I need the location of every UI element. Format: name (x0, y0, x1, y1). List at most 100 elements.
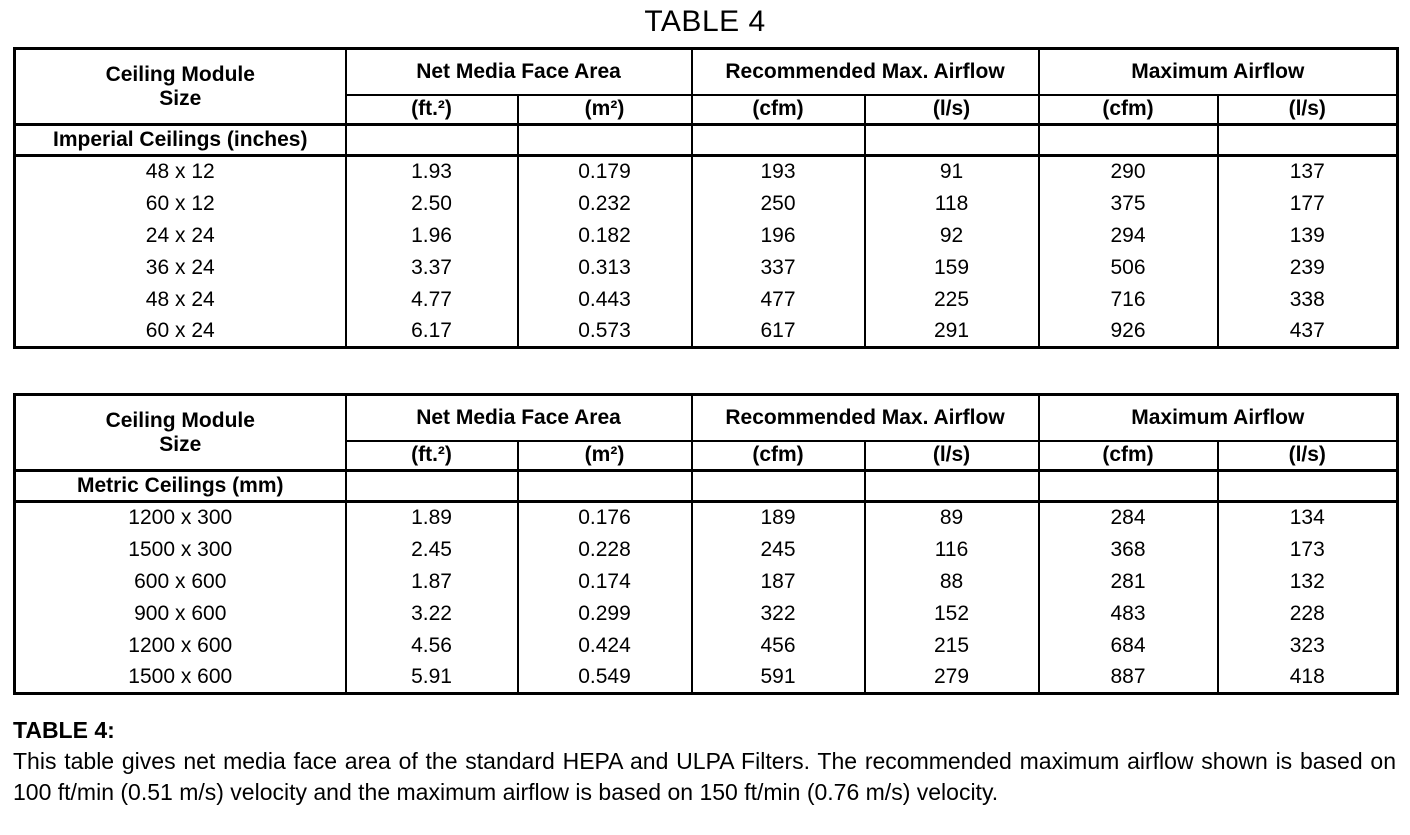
empty-cell (690, 470, 866, 503)
metric-table-header: Ceiling Module Size Net Media Face Area … (13, 394, 1399, 472)
value-cell: 91 (863, 155, 1040, 188)
table-row: 1200 x 600 4.56 0.424 456 215 684 323 (13, 629, 1399, 662)
value-cell: 337 (690, 251, 866, 284)
value-cell: 617 (690, 315, 866, 348)
value-cell: 418 (1216, 661, 1399, 694)
empty-cell (863, 470, 1040, 503)
value-cell: 926 (1037, 315, 1219, 348)
value-cell: 0.313 (516, 251, 693, 284)
value-cell: 323 (1216, 629, 1399, 662)
value-cell: 193 (690, 155, 866, 188)
header-ceiling-module-line2: Size (159, 86, 202, 110)
section-label: Metric Ceilings (mm) (13, 470, 347, 503)
unit-ls-recommended: (l/s) (863, 440, 1040, 472)
header-net-media-face-area: Net Media Face Area (344, 48, 693, 96)
header-ceiling-module-line2: Size (159, 432, 202, 456)
value-cell: 483 (1037, 597, 1219, 630)
value-cell: 368 (1037, 533, 1219, 566)
imperial-table-body: Imperial Ceilings (inches) 48 x 12 1.93 0.… (13, 124, 1399, 348)
table-row: 1500 x 600 5.91 0.549 591 279 887 418 (13, 661, 1399, 694)
table-row: 600 x 600 1.87 0.174 187 88 281 132 (13, 565, 1399, 598)
imperial-table-header: Ceiling Module Size Net Media Face Area … (13, 48, 1399, 126)
value-cell: 0.443 (516, 283, 693, 316)
group-header-row: Ceiling Module Size Net Media Face Area … (13, 48, 1399, 126)
value-cell: 88 (863, 565, 1040, 598)
header-ceiling-module-size: Ceiling Module Size (13, 394, 347, 472)
module-size-cell: 600 x 600 (13, 565, 347, 598)
value-cell: 375 (1037, 187, 1219, 220)
table-row: 1200 x 300 1.89 0.176 189 89 284 134 (13, 501, 1399, 534)
value-cell: 887 (1037, 661, 1219, 694)
footnote-label: TABLE 4: (13, 717, 115, 743)
value-cell: 134 (1216, 501, 1399, 534)
value-cell: 284 (1037, 501, 1219, 534)
unit-cfm-recommended: (cfm) (690, 94, 866, 126)
value-cell: 437 (1216, 315, 1399, 348)
empty-cell (690, 124, 866, 157)
value-cell: 716 (1037, 283, 1219, 316)
value-cell: 684 (1037, 629, 1219, 662)
value-cell: 0.424 (516, 629, 693, 662)
value-cell: 6.17 (344, 315, 519, 348)
value-cell: 152 (863, 597, 1040, 630)
value-cell: 4.77 (344, 283, 519, 316)
table-row: 36 x 24 3.37 0.313 337 159 506 239 (13, 251, 1399, 284)
unit-ls-maximum: (l/s) (1216, 440, 1399, 472)
unit-ft2: (ft.²) (344, 94, 519, 126)
value-cell: 0.182 (516, 219, 693, 252)
header-maximum-airflow: Maximum Airflow (1037, 48, 1399, 96)
unit-cfm-recommended: (cfm) (690, 440, 866, 472)
value-cell: 591 (690, 661, 866, 694)
section-label: Imperial Ceilings (inches) (13, 124, 347, 157)
unit-ls-maximum: (l/s) (1216, 94, 1399, 126)
value-cell: 1.96 (344, 219, 519, 252)
value-cell: 139 (1216, 219, 1399, 252)
value-cell: 1.89 (344, 501, 519, 534)
unit-m2: (m²) (516, 440, 693, 472)
table-row: 1500 x 300 2.45 0.228 245 116 368 173 (13, 533, 1399, 566)
module-size-cell: 60 x 12 (13, 187, 347, 220)
value-cell: 137 (1216, 155, 1399, 188)
value-cell: 5.91 (344, 661, 519, 694)
value-cell: 338 (1216, 283, 1399, 316)
header-ceiling-module-size: Ceiling Module Size (13, 48, 347, 126)
value-cell: 0.228 (516, 533, 693, 566)
value-cell: 215 (863, 629, 1040, 662)
header-recommended-max-airflow: Recommended Max. Airflow (690, 48, 1040, 96)
value-cell: 3.37 (344, 251, 519, 284)
value-cell: 0.573 (516, 315, 693, 348)
group-header-row: Ceiling Module Size Net Media Face Area … (13, 394, 1399, 472)
unit-ft2: (ft.²) (344, 440, 519, 472)
header-maximum-airflow: Maximum Airflow (1037, 394, 1399, 442)
table-row: 900 x 600 3.22 0.299 322 152 483 228 (13, 597, 1399, 630)
table-row: 60 x 24 6.17 0.573 617 291 926 437 (13, 315, 1399, 348)
module-size-cell: 36 x 24 (13, 251, 347, 284)
module-size-cell: 60 x 24 (13, 315, 347, 348)
value-cell: 477 (690, 283, 866, 316)
value-cell: 245 (690, 533, 866, 566)
module-size-cell: 1200 x 600 (13, 629, 347, 662)
module-size-cell: 48 x 24 (13, 283, 347, 316)
module-size-cell: 900 x 600 (13, 597, 347, 630)
value-cell: 294 (1037, 219, 1219, 252)
module-size-cell: 1500 x 600 (13, 661, 347, 694)
value-cell: 173 (1216, 533, 1399, 566)
footnote-text: This table gives net media face area of … (13, 748, 1396, 806)
value-cell: 187 (690, 565, 866, 598)
value-cell: 291 (863, 315, 1040, 348)
value-cell: 2.45 (344, 533, 519, 566)
value-cell: 132 (1216, 565, 1399, 598)
value-cell: 0.549 (516, 661, 693, 694)
value-cell: 89 (863, 501, 1040, 534)
imperial-table: Ceiling Module Size Net Media Face Area … (13, 47, 1400, 349)
value-cell: 1.87 (344, 565, 519, 598)
unit-cfm-maximum: (cfm) (1037, 94, 1219, 126)
value-cell: 0.299 (516, 597, 693, 630)
empty-cell (344, 124, 519, 157)
empty-cell (516, 124, 693, 157)
header-ceiling-module-line1: Ceiling Module (105, 62, 255, 86)
empty-cell (344, 470, 519, 503)
empty-cell (1037, 470, 1219, 503)
metric-table-body: Metric Ceilings (mm) 1200 x 300 1.89 0.176… (13, 470, 1399, 694)
section-row-imperial: Imperial Ceilings (inches) (13, 124, 1399, 157)
